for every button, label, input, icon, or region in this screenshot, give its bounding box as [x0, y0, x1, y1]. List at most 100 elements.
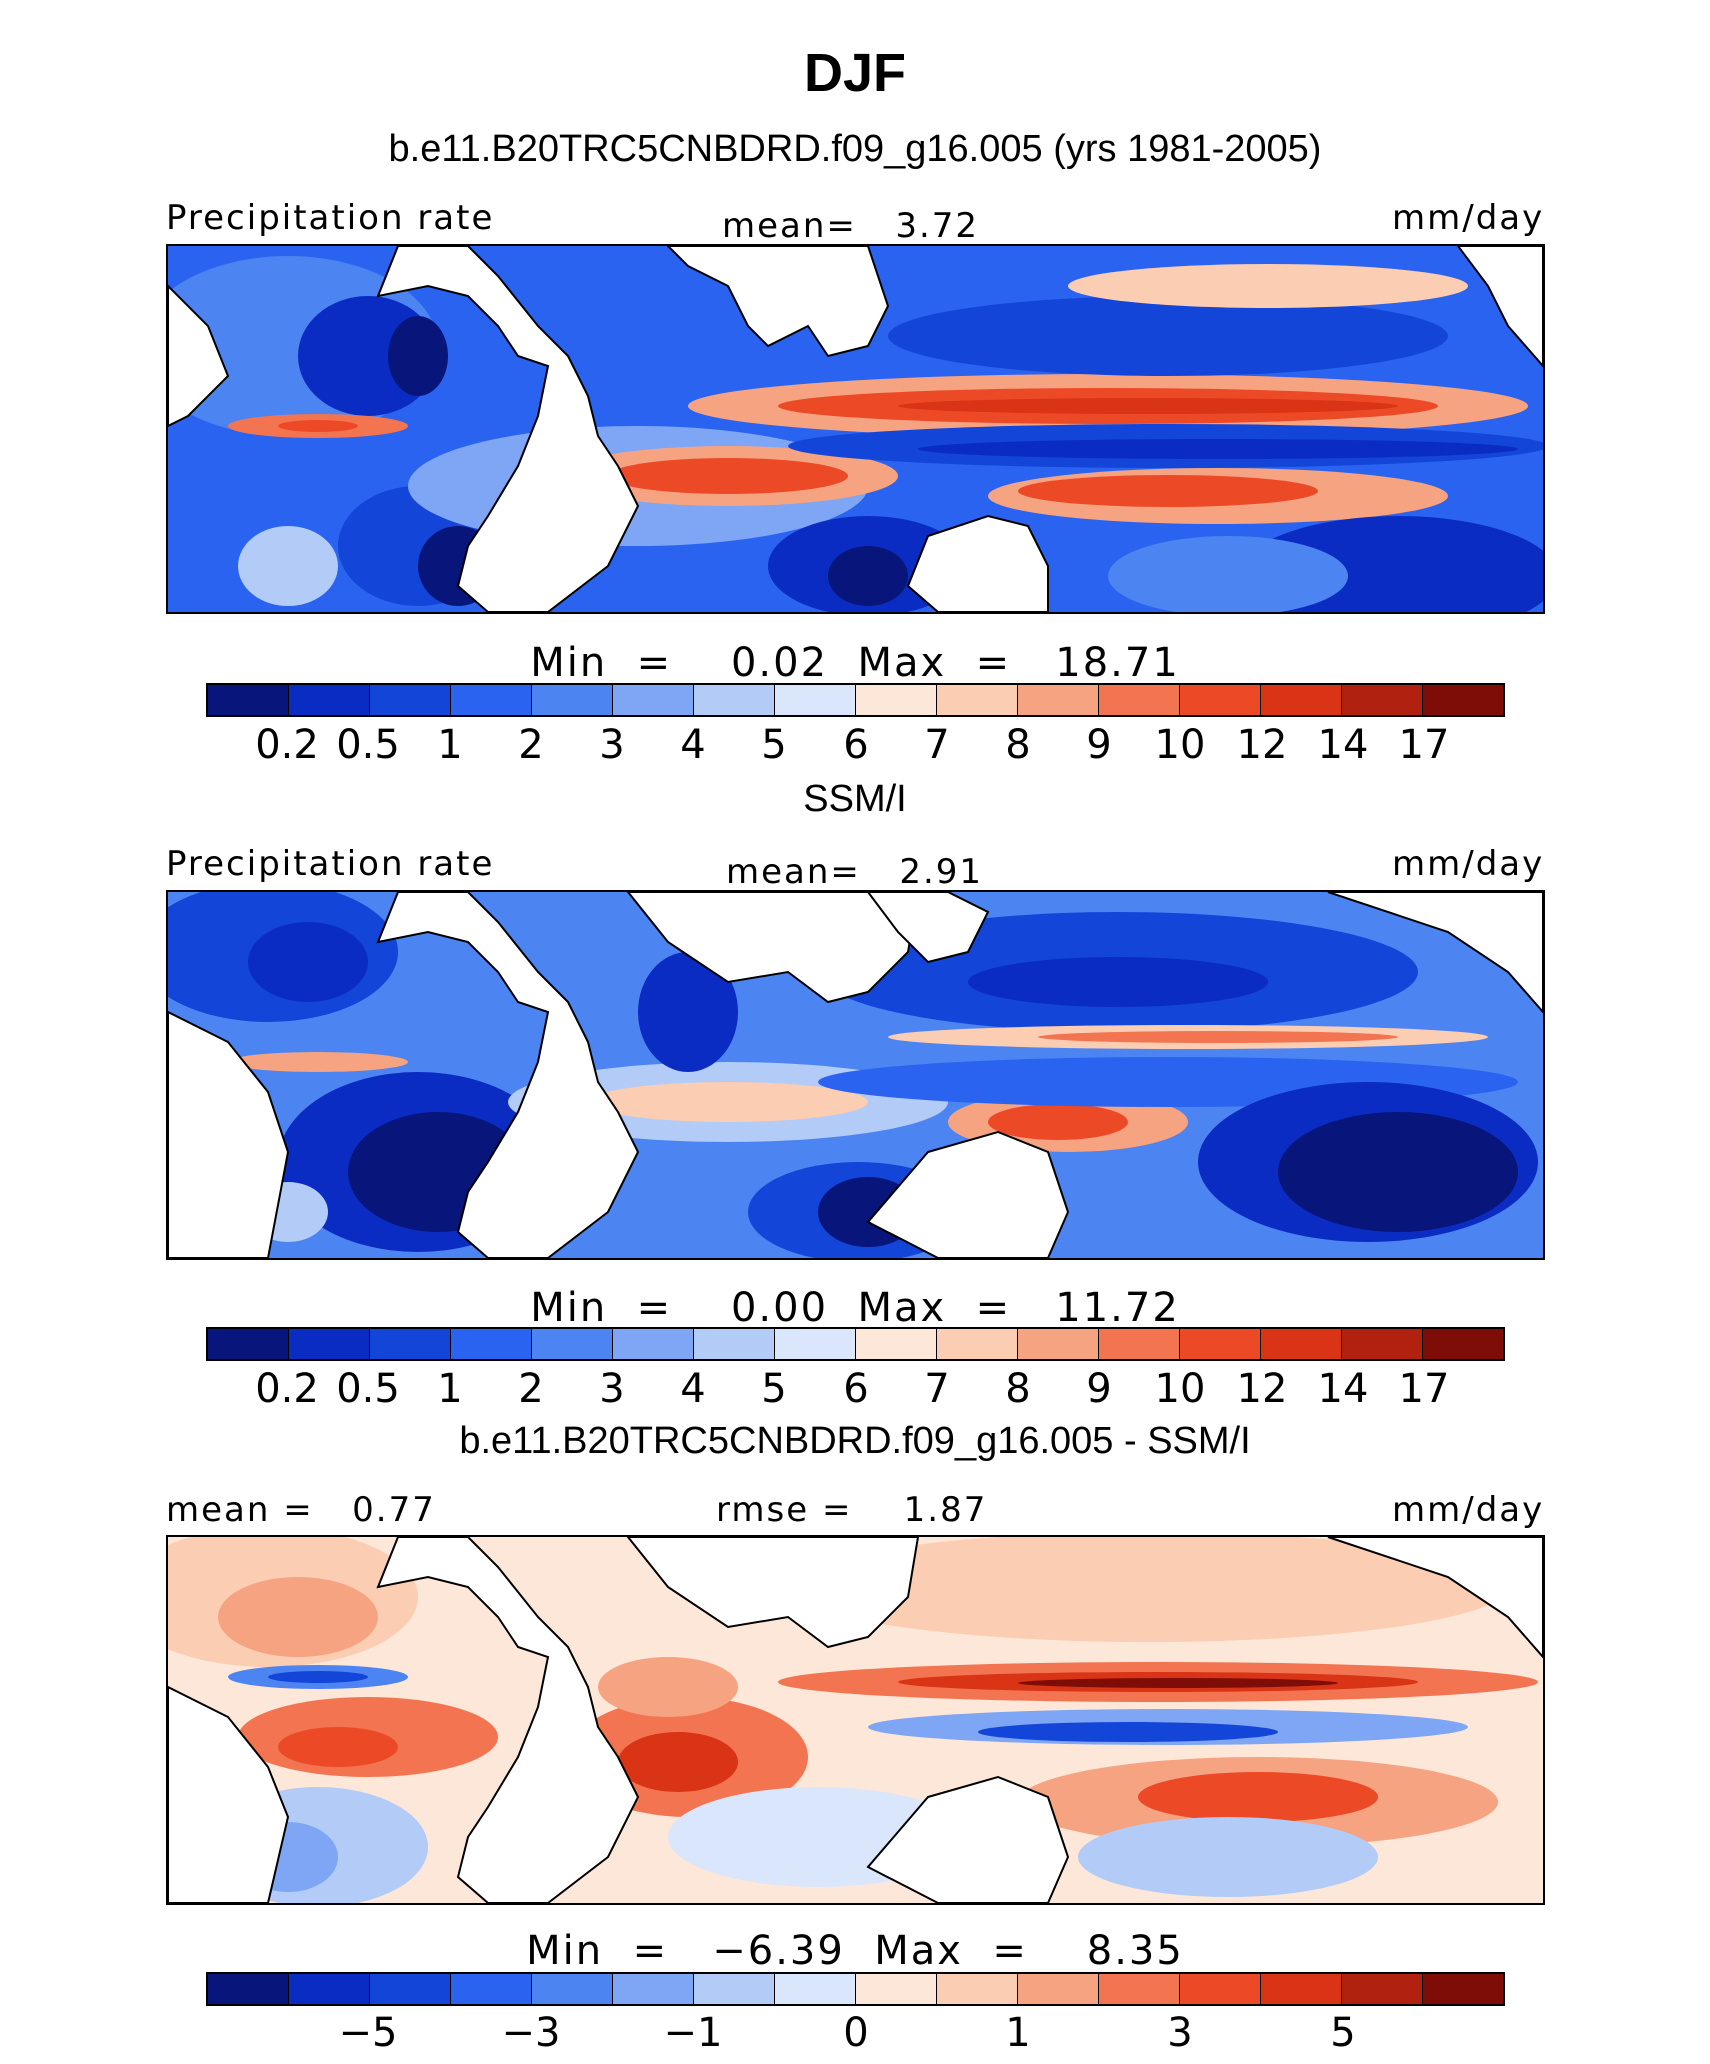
- colorbar-swatch: [370, 685, 451, 715]
- panel-1-map-field: [168, 246, 1543, 612]
- panel-1-minmax: Min = 0.02 Max = 18.71: [530, 640, 1180, 686]
- colorbar-swatch: [694, 1974, 775, 2004]
- colorbar-tick-label: 3: [599, 722, 625, 768]
- colorbar-swatch: [1261, 685, 1342, 715]
- panel-3-colorbar: [206, 1972, 1505, 2006]
- panel-2-units-label: mm/day: [1392, 844, 1545, 884]
- panel-2-colorbar-ticks: 0.2 0.5 1 2 3 4 5 6 7 8 9 10 12 14 17: [0, 1366, 1710, 1416]
- colorbar-tick-label: 0.2: [255, 722, 319, 768]
- panel-1-colorbar: [206, 683, 1505, 717]
- panel-3-minmax: Min = −6.39 Max = 8.35: [526, 1928, 1184, 1974]
- colorbar-tick-label: 0.5: [336, 1366, 400, 1412]
- colorbar-swatch: [1180, 1329, 1261, 1359]
- colorbar-swatch: [289, 1329, 370, 1359]
- colorbar-swatch: [1180, 685, 1261, 715]
- colorbar-tick-label: 8: [1005, 722, 1031, 768]
- panel-3-rmse-label: rmse = 1.87: [716, 1490, 988, 1530]
- panel-1-map: [166, 244, 1545, 614]
- colorbar-swatch: [1099, 1329, 1180, 1359]
- colorbar-tick-label: 9: [1086, 722, 1112, 768]
- colorbar-swatch: [613, 1974, 694, 2004]
- panel-2-variable-label: Precipitation rate: [166, 844, 495, 884]
- colorbar-swatch: [370, 1974, 451, 2004]
- colorbar-swatch: [1261, 1329, 1342, 1359]
- panel-1-variable-label: Precipitation rate: [166, 198, 495, 238]
- colorbar-tick-label: 17: [1398, 1366, 1450, 1412]
- colorbar-tick-label: 6: [843, 1366, 869, 1412]
- colorbar-swatch: [532, 1329, 613, 1359]
- panel-1-units-label: mm/day: [1392, 198, 1545, 238]
- colorbar-swatch: [694, 685, 775, 715]
- colorbar-tick-label: 0.5: [336, 722, 400, 768]
- colorbar-swatch: [1018, 1329, 1099, 1359]
- colorbar-tick-label: 8: [1005, 1366, 1031, 1412]
- colorbar-swatch: [1342, 1329, 1423, 1359]
- colorbar-swatch: [289, 685, 370, 715]
- colorbar-swatch: [613, 685, 694, 715]
- colorbar-tick-label: 17: [1398, 722, 1450, 768]
- colorbar-swatch: [856, 1974, 937, 2004]
- colorbar-tick-label: 5: [761, 722, 787, 768]
- colorbar-swatch: [532, 1974, 613, 2004]
- colorbar-swatch: [775, 1974, 856, 2004]
- colorbar-tick-label: 14: [1317, 1366, 1369, 1412]
- colorbar-swatch: [532, 685, 613, 715]
- colorbar-swatch: [1423, 1329, 1503, 1359]
- colorbar-swatch: [208, 1329, 289, 1359]
- panel-1-colorbar-ticks: 0.2 0.5 1 2 3 4 5 6 7 8 9 10 12 14 17: [0, 722, 1710, 772]
- colorbar-tick-label: 5: [761, 1366, 787, 1412]
- colorbar-swatch: [1261, 1974, 1342, 2004]
- panel-3-units-label: mm/day: [1392, 1490, 1545, 1530]
- panel-1-mean-label: mean= 3.72: [722, 206, 980, 246]
- panel-3-map-field: [168, 1537, 1543, 1903]
- panel-2-mean-label: mean= 2.91: [726, 852, 984, 892]
- colorbar-tick-label: 10: [1154, 1366, 1206, 1412]
- colorbar-swatch: [1342, 1974, 1423, 2004]
- colorbar-swatch: [1099, 1974, 1180, 2004]
- colorbar-swatch: [1423, 685, 1503, 715]
- panel-3-colorbar-ticks: −5 −3 −1 0 1 3 5: [0, 2010, 1710, 2060]
- colorbar-swatch: [856, 1329, 937, 1359]
- colorbar-swatch: [289, 1974, 370, 2004]
- colorbar-swatch: [1018, 1974, 1099, 2004]
- colorbar-swatch: [775, 1329, 856, 1359]
- colorbar-swatch: [208, 685, 289, 715]
- colorbar-tick-label: −1: [663, 2010, 723, 2056]
- colorbar-tick-label: 7: [924, 1366, 950, 1412]
- colorbar-swatch: [937, 1974, 1018, 2004]
- colorbar-swatch: [937, 685, 1018, 715]
- colorbar-tick-label: 12: [1236, 1366, 1288, 1412]
- colorbar-tick-label: 4: [680, 722, 706, 768]
- colorbar-tick-label: 0: [843, 2010, 869, 2056]
- colorbar-tick-label: 3: [1167, 2010, 1193, 2056]
- colorbar-swatch: [451, 685, 532, 715]
- colorbar-tick-label: 5: [1330, 2010, 1356, 2056]
- colorbar-tick-label: 10: [1154, 722, 1206, 768]
- colorbar-tick-label: 1: [1005, 2010, 1031, 2056]
- colorbar-tick-label: 7: [924, 722, 950, 768]
- panel-2-colorbar: [206, 1327, 1505, 1361]
- colorbar-tick-label: 2: [518, 1366, 544, 1412]
- colorbar-tick-label: −3: [501, 2010, 561, 2056]
- colorbar-tick-label: −5: [338, 2010, 398, 2056]
- colorbar-swatch: [937, 1329, 1018, 1359]
- colorbar-swatch: [1423, 1974, 1503, 2004]
- colorbar-tick-label: 2: [518, 722, 544, 768]
- panel-2-map: [166, 890, 1545, 1260]
- colorbar-swatch: [694, 1329, 775, 1359]
- panel-2-minmax: Min = 0.00 Max = 11.72: [530, 1285, 1180, 1331]
- colorbar-swatch: [370, 1329, 451, 1359]
- colorbar-tick-label: 12: [1236, 722, 1288, 768]
- colorbar-swatch: [451, 1329, 532, 1359]
- colorbar-tick-label: 6: [843, 722, 869, 768]
- colorbar-tick-label: 14: [1317, 722, 1369, 768]
- colorbar-swatch: [775, 685, 856, 715]
- panel-2-title: SSM/I: [803, 778, 907, 820]
- colorbar-swatch: [1018, 685, 1099, 715]
- colorbar-tick-label: 1: [437, 722, 463, 768]
- colorbar-swatch: [613, 1329, 694, 1359]
- panel-3-map: [166, 1535, 1545, 1905]
- colorbar-tick-label: 3: [599, 1366, 625, 1412]
- colorbar-tick-label: 1: [437, 1366, 463, 1412]
- colorbar-swatch: [208, 1974, 289, 2004]
